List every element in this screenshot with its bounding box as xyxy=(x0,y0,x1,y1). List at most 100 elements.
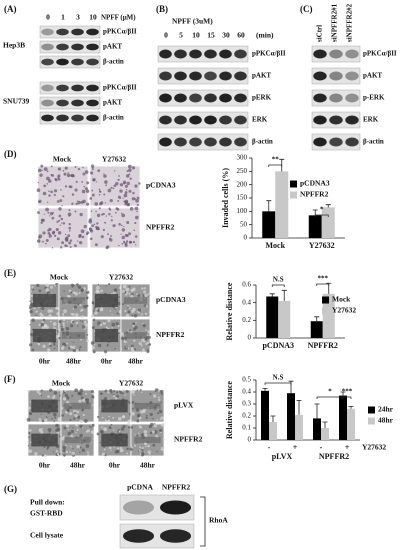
significance-bracket xyxy=(264,382,292,385)
error-bar xyxy=(269,293,275,297)
cell xyxy=(54,284,57,287)
cell xyxy=(115,181,119,186)
y-tick-label: 0 xyxy=(244,234,248,242)
cell xyxy=(128,401,131,404)
dose-label: 0 xyxy=(46,13,50,22)
cell xyxy=(125,174,130,178)
cell xyxy=(63,343,67,347)
cell xyxy=(97,169,101,173)
treatment-label: NPFF (3uM) xyxy=(172,17,213,26)
cell xyxy=(134,221,137,225)
band xyxy=(71,114,84,122)
cell xyxy=(62,222,66,225)
cell xyxy=(83,400,85,402)
cell xyxy=(54,178,57,181)
cell xyxy=(74,423,77,426)
cell xyxy=(120,224,123,227)
cell xyxy=(77,240,79,242)
time-label: 48hr xyxy=(70,461,86,470)
cell xyxy=(55,334,60,339)
cell xyxy=(127,164,132,169)
cell xyxy=(40,221,43,224)
panel-label: (B) xyxy=(156,4,168,14)
legend-swatch xyxy=(368,417,375,425)
cell xyxy=(127,310,131,314)
cell xyxy=(120,427,125,431)
blot-label: pPKCα/βII xyxy=(103,28,137,36)
cell xyxy=(135,198,139,203)
cell xyxy=(73,305,78,309)
blot-strip xyxy=(39,111,101,125)
cell xyxy=(132,191,135,195)
cell xyxy=(43,446,46,449)
band xyxy=(86,99,99,107)
cell xyxy=(139,419,141,422)
legend-swatch xyxy=(322,296,329,304)
cell xyxy=(157,412,160,415)
cell xyxy=(124,309,127,313)
cell xyxy=(42,318,46,322)
cell xyxy=(71,313,75,316)
band xyxy=(159,529,192,543)
significance-bracket xyxy=(316,283,330,286)
cell xyxy=(125,390,129,393)
cell xyxy=(43,213,45,215)
legend-swatch xyxy=(322,307,329,315)
cell xyxy=(160,448,164,451)
cell xyxy=(49,233,51,236)
cell xyxy=(82,305,85,307)
cell xyxy=(48,215,51,217)
cell xyxy=(51,173,55,177)
cell xyxy=(55,423,59,428)
cell xyxy=(59,199,63,202)
cell xyxy=(77,325,79,327)
cell xyxy=(122,424,126,428)
cell xyxy=(64,233,67,236)
panel-label: (E) xyxy=(4,268,16,278)
scratch xyxy=(32,328,57,343)
cell xyxy=(123,193,128,198)
cell xyxy=(64,166,68,170)
cell xyxy=(102,321,106,325)
cell xyxy=(91,301,95,304)
cell xyxy=(86,289,89,292)
band xyxy=(71,28,84,36)
cell xyxy=(145,414,148,417)
error-bar xyxy=(296,400,302,415)
blot-label: pERK xyxy=(252,94,272,102)
cell xyxy=(132,324,135,327)
cell xyxy=(50,165,53,168)
cell xyxy=(89,237,93,241)
cell xyxy=(112,306,115,309)
column-label: Mock xyxy=(50,273,69,282)
cell xyxy=(79,346,82,349)
cell xyxy=(64,393,69,398)
band xyxy=(234,49,247,59)
cell xyxy=(122,303,125,306)
significance-bracket xyxy=(268,164,283,167)
cell xyxy=(92,350,96,354)
cell xyxy=(60,390,64,394)
cell xyxy=(159,428,163,433)
cell xyxy=(42,240,44,243)
error-bar xyxy=(348,406,354,409)
cell xyxy=(90,164,95,168)
cell xyxy=(80,200,84,204)
cell xyxy=(91,189,94,192)
cell xyxy=(148,311,151,313)
cell xyxy=(96,227,100,231)
cell xyxy=(58,177,60,180)
cell xyxy=(41,454,44,457)
cell-line-label: SNU739 xyxy=(3,97,30,106)
band xyxy=(219,71,232,81)
cell xyxy=(70,429,74,434)
cell xyxy=(153,423,158,428)
cell xyxy=(58,336,61,340)
legend-label: Mock xyxy=(332,295,351,304)
cell xyxy=(84,170,89,174)
cell xyxy=(159,409,163,414)
cell xyxy=(134,184,138,188)
cell xyxy=(42,191,47,196)
cell xyxy=(120,233,122,235)
cell xyxy=(48,342,51,346)
